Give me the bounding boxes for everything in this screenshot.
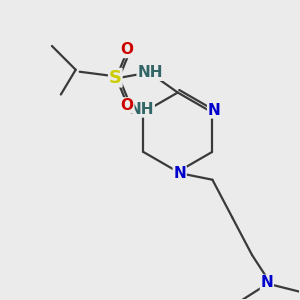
Text: NH: NH	[129, 102, 154, 117]
Text: O: O	[121, 42, 134, 57]
Text: O: O	[121, 98, 134, 113]
Text: NH: NH	[137, 65, 163, 80]
Text: N: N	[173, 166, 186, 181]
Text: N: N	[260, 275, 273, 290]
Text: N: N	[208, 103, 220, 118]
Text: S: S	[109, 69, 122, 87]
